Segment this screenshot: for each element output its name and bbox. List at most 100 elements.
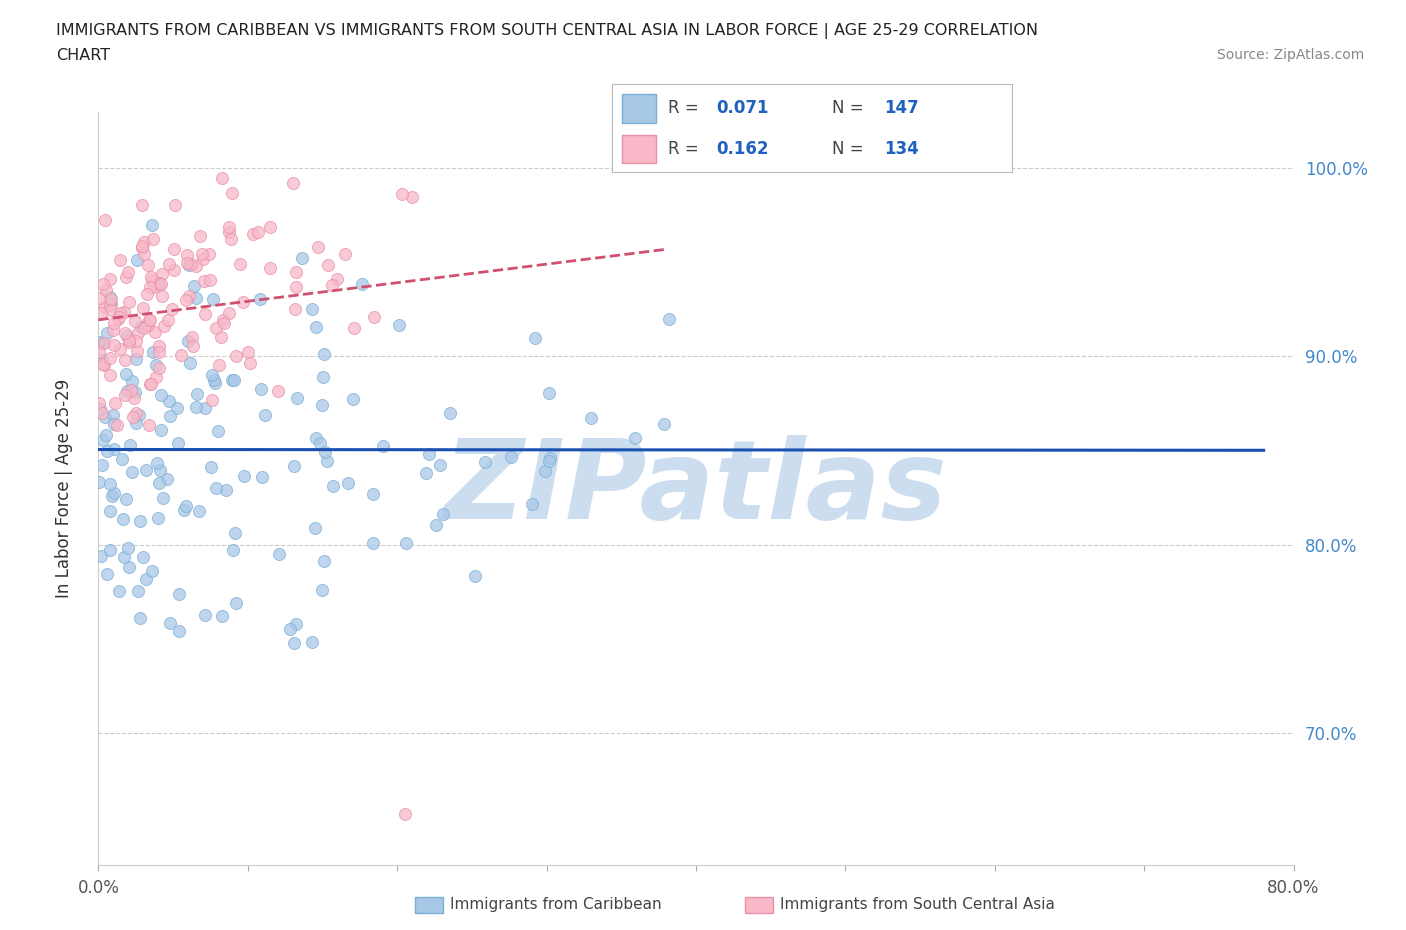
Point bbox=[135, 572, 157, 587]
Point bbox=[333, 246, 356, 261]
Point bbox=[198, 246, 221, 261]
Text: Immigrants from Caribbean: Immigrants from Caribbean bbox=[450, 897, 662, 912]
Point bbox=[108, 342, 131, 357]
Point bbox=[141, 377, 163, 392]
Point bbox=[163, 242, 186, 257]
Point bbox=[652, 417, 675, 432]
Point bbox=[363, 487, 385, 502]
Point bbox=[141, 218, 163, 232]
Point bbox=[132, 234, 155, 249]
Point bbox=[129, 611, 152, 626]
Point bbox=[222, 373, 245, 388]
Point bbox=[90, 405, 112, 420]
Point bbox=[395, 536, 418, 551]
Point bbox=[214, 483, 236, 498]
Point bbox=[179, 288, 201, 303]
Text: N =: N = bbox=[832, 100, 869, 117]
Text: 0.162: 0.162 bbox=[716, 140, 768, 158]
Point bbox=[170, 348, 193, 363]
Point bbox=[321, 278, 343, 293]
Point bbox=[304, 521, 326, 536]
Text: 0.071: 0.071 bbox=[716, 100, 768, 117]
Point bbox=[127, 583, 149, 598]
Point bbox=[425, 517, 447, 532]
Point bbox=[138, 312, 160, 327]
Point bbox=[283, 636, 305, 651]
Point bbox=[98, 297, 121, 312]
Point bbox=[136, 317, 159, 332]
Point bbox=[198, 272, 221, 287]
Point bbox=[284, 301, 307, 316]
Text: 147: 147 bbox=[884, 100, 920, 117]
Point bbox=[165, 198, 187, 213]
Point bbox=[100, 542, 122, 557]
Point bbox=[186, 387, 208, 402]
Point bbox=[87, 345, 110, 360]
Point bbox=[174, 498, 197, 513]
Point bbox=[98, 368, 121, 383]
Point bbox=[291, 250, 314, 265]
Point bbox=[229, 257, 252, 272]
Point bbox=[253, 407, 276, 422]
Point bbox=[148, 462, 170, 477]
Point bbox=[117, 540, 139, 555]
Point bbox=[373, 439, 395, 454]
Point bbox=[89, 402, 111, 417]
Point bbox=[127, 326, 149, 340]
Point bbox=[281, 176, 304, 191]
Point bbox=[236, 345, 259, 360]
Point bbox=[136, 286, 159, 301]
Point bbox=[114, 326, 136, 340]
Point bbox=[143, 325, 166, 339]
Point bbox=[212, 315, 235, 330]
Point bbox=[148, 475, 170, 490]
Point bbox=[122, 391, 145, 405]
Point bbox=[159, 409, 181, 424]
Text: IMMIGRANTS FROM CARIBBEAN VS IMMIGRANTS FROM SOUTH CENTRAL ASIA IN LABOR FORCE |: IMMIGRANTS FROM CARIBBEAN VS IMMIGRANTS … bbox=[56, 23, 1038, 39]
Point bbox=[363, 310, 385, 325]
Point bbox=[148, 511, 170, 525]
Point bbox=[104, 396, 127, 411]
Point bbox=[148, 277, 170, 292]
Point bbox=[221, 372, 243, 387]
Point bbox=[342, 392, 364, 406]
Point bbox=[278, 622, 301, 637]
Point bbox=[96, 283, 118, 298]
Point bbox=[93, 335, 115, 350]
Point bbox=[249, 292, 271, 307]
Point bbox=[90, 352, 112, 367]
Point bbox=[322, 478, 344, 493]
Point bbox=[193, 273, 215, 288]
Point bbox=[100, 297, 122, 312]
Point bbox=[311, 398, 333, 413]
Point bbox=[194, 401, 217, 416]
Point bbox=[118, 437, 141, 452]
Point bbox=[204, 376, 226, 391]
Point bbox=[429, 458, 451, 472]
Point bbox=[167, 435, 190, 450]
Point bbox=[305, 320, 328, 335]
Point bbox=[394, 806, 416, 821]
Point bbox=[284, 280, 307, 295]
Point bbox=[176, 248, 198, 263]
Point bbox=[352, 276, 374, 291]
Point bbox=[201, 392, 224, 407]
Text: ZIPatlas: ZIPatlas bbox=[444, 434, 948, 542]
Point bbox=[167, 587, 190, 602]
Point bbox=[146, 456, 169, 471]
Point bbox=[121, 465, 143, 480]
Point bbox=[98, 476, 121, 491]
Point bbox=[111, 512, 134, 526]
Point bbox=[148, 276, 170, 291]
Point bbox=[132, 550, 155, 565]
Point bbox=[128, 513, 150, 528]
Point bbox=[152, 490, 174, 505]
Point bbox=[538, 451, 561, 466]
Point bbox=[301, 634, 323, 649]
Point bbox=[623, 431, 645, 445]
Point bbox=[312, 370, 335, 385]
Point bbox=[159, 616, 181, 631]
Point bbox=[110, 253, 132, 268]
Point bbox=[114, 388, 136, 403]
Point bbox=[259, 261, 281, 276]
